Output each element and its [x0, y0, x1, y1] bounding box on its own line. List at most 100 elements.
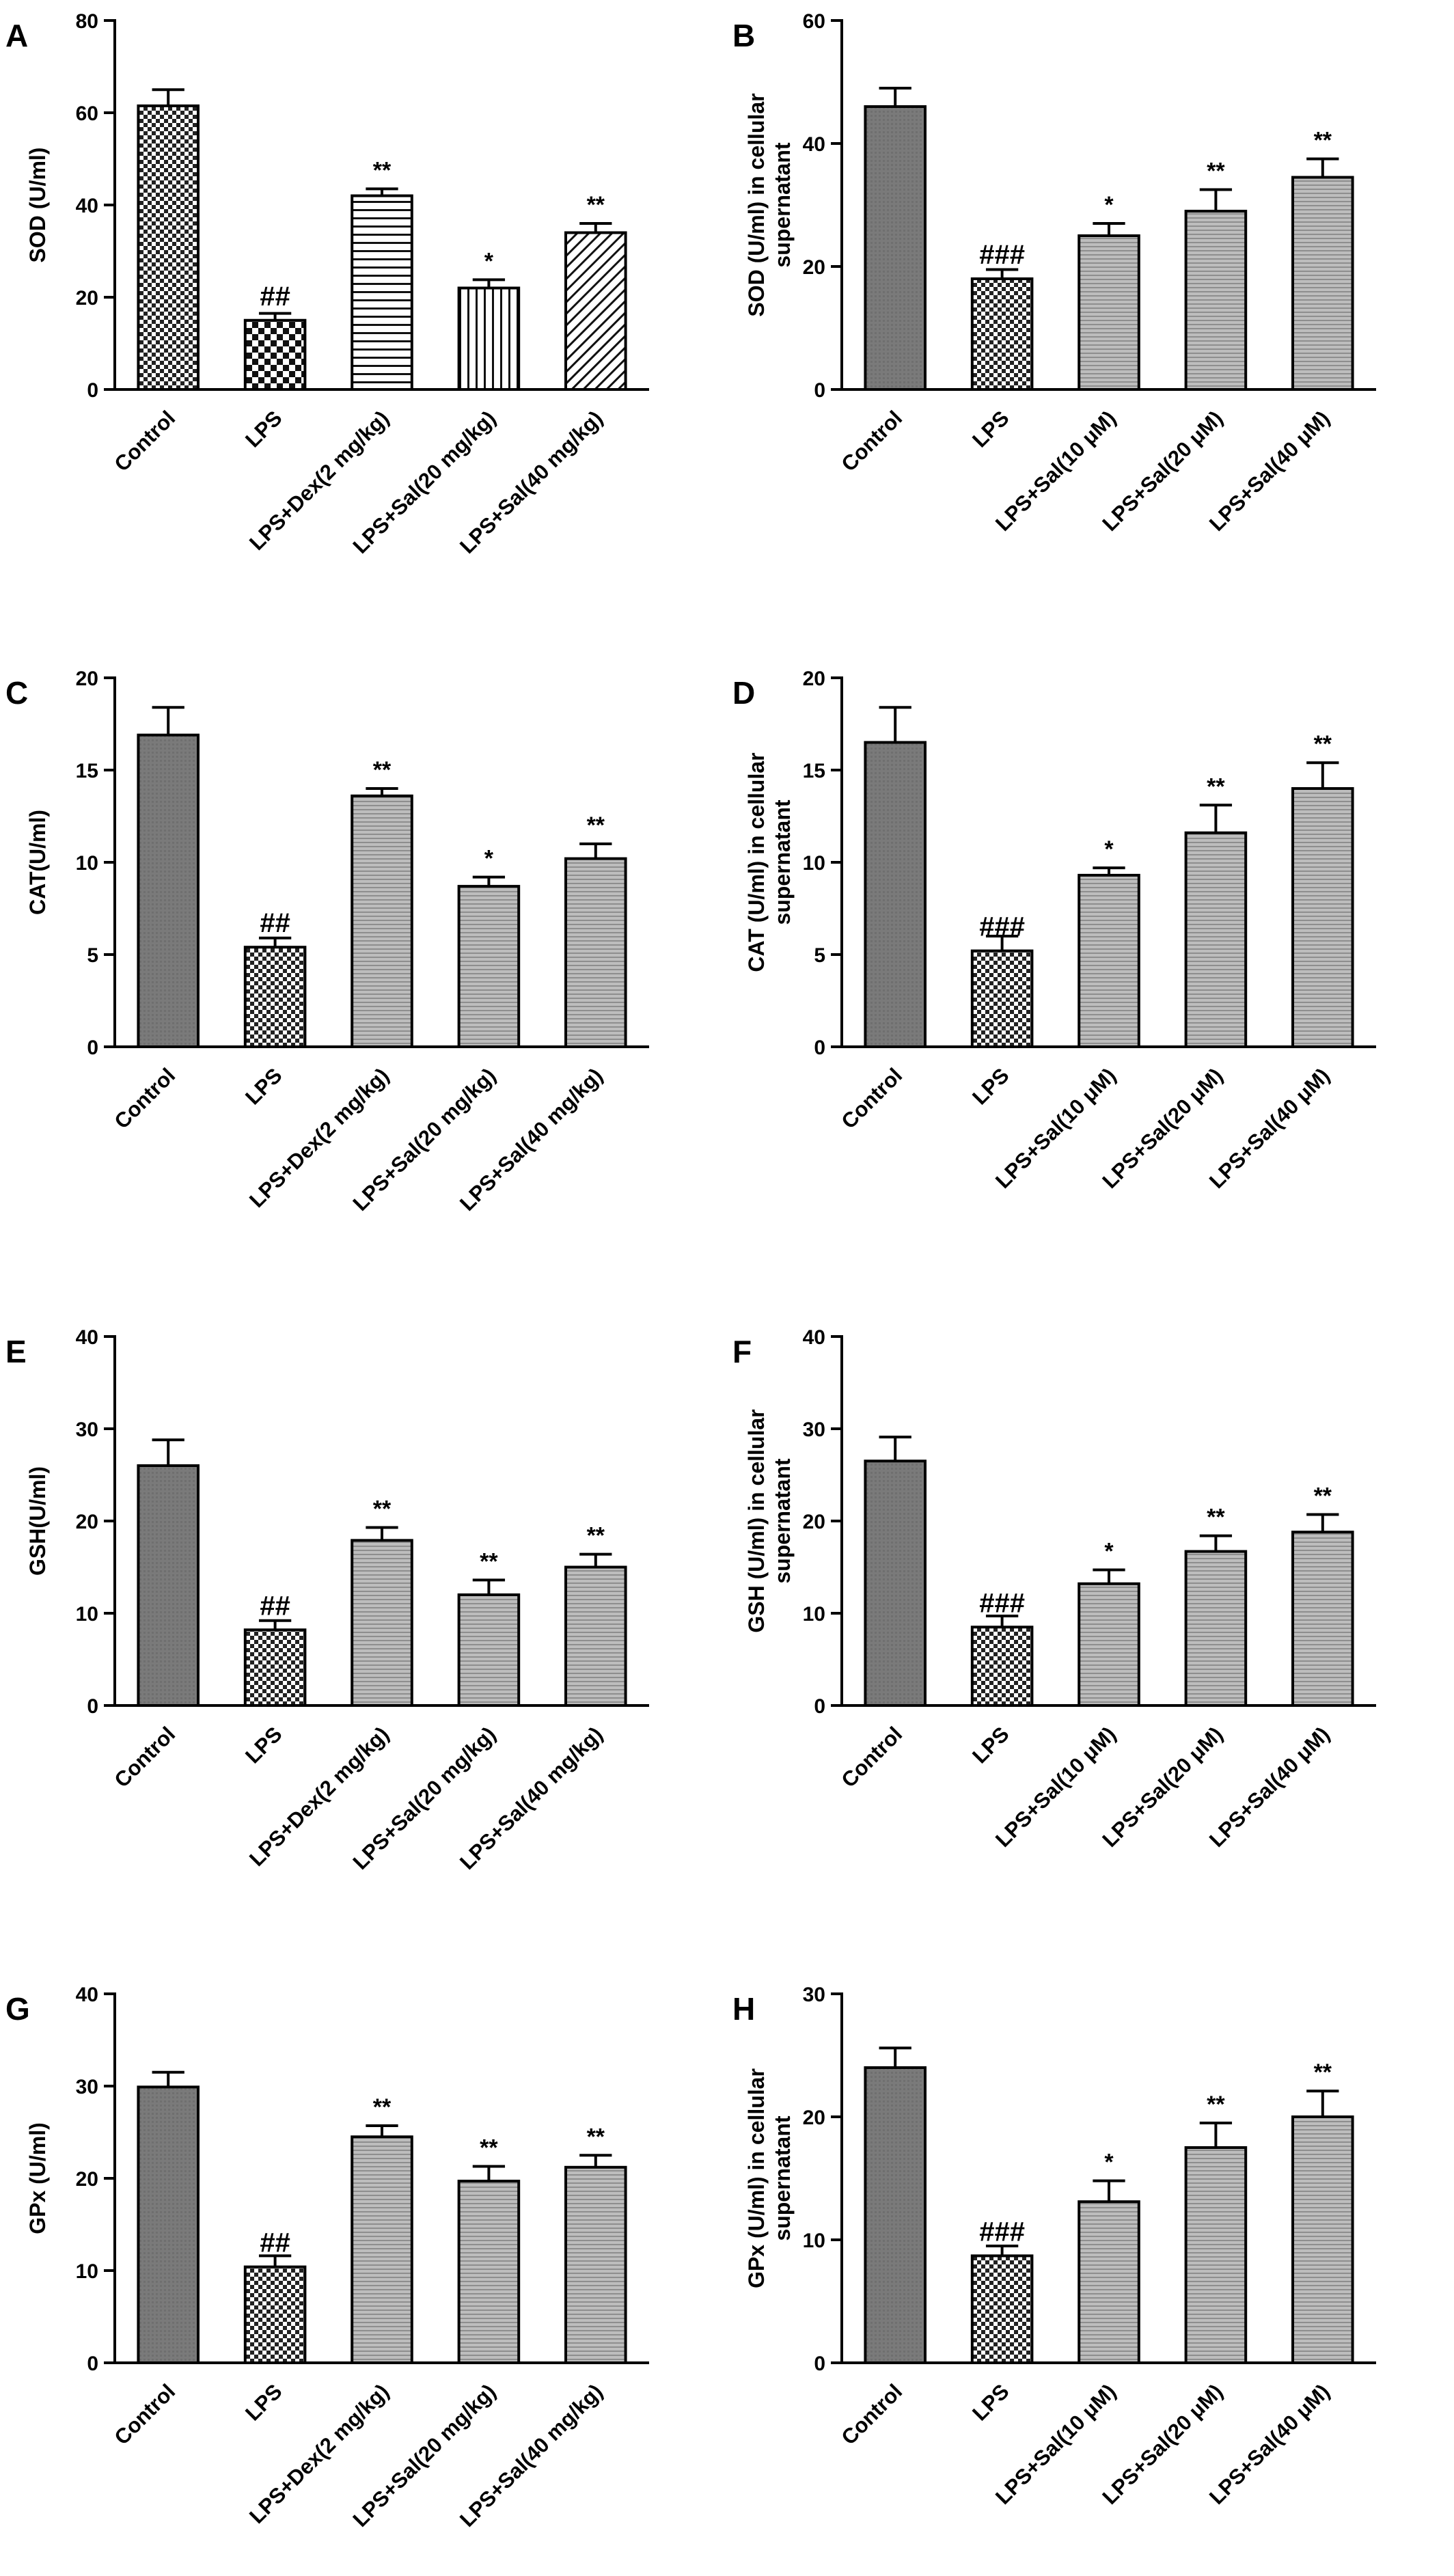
- panel-letter: F: [732, 1334, 752, 1369]
- y-tick-label: 0: [87, 1037, 98, 1059]
- panel-letter: G: [5, 1991, 30, 2027]
- significance-label: **: [1314, 731, 1332, 757]
- y-axis-label: GPx (U/ml) in cellular: [744, 2068, 769, 2288]
- y-tick-label: 20: [76, 287, 98, 310]
- significance-label: *: [484, 846, 494, 872]
- bar-4: [1184, 1550, 1248, 1707]
- bar-2: [243, 1628, 307, 1707]
- y-axis-label: SOD (U/ml) in cellular: [744, 93, 769, 316]
- significance-label: ###: [979, 1588, 1025, 1618]
- bar-4: [457, 1593, 521, 1707]
- significance-label: *: [1104, 2150, 1114, 2176]
- bar-5: [1291, 787, 1354, 1048]
- significance-label: **: [480, 1548, 498, 1574]
- y-tick-label: 30: [803, 1419, 825, 1441]
- y-tick-label: 30: [76, 2076, 98, 2098]
- y-tick-label: 40: [803, 1326, 825, 1349]
- significance-label: ##: [260, 2228, 290, 2258]
- significance-label: **: [1314, 2059, 1332, 2085]
- bar-1: [137, 2085, 200, 2364]
- bar-2: [243, 2265, 307, 2364]
- category-label: Control: [836, 1063, 907, 1134]
- y-tick-label: 40: [803, 133, 825, 156]
- chart-panel-f: F 0 10 20 30 40 GSH (U/ml) in cellular supernat…: [732, 1326, 1376, 1852]
- y-tick-label: 0: [814, 1037, 825, 1059]
- category-label: LPS: [241, 1722, 286, 1768]
- bar-1: [864, 741, 927, 1048]
- y-tick-label: 10: [76, 852, 98, 875]
- bar-3: [351, 1539, 413, 1707]
- y-tick-label: 80: [76, 10, 98, 33]
- category-label: Control: [836, 2379, 907, 2450]
- significance-label: **: [373, 157, 392, 183]
- y-axis-label: supernatant: [770, 2115, 795, 2241]
- y-axis-label: GSH(U/ml): [25, 1466, 50, 1576]
- y-tick-label: 20: [803, 256, 825, 279]
- bar-1: [137, 1464, 200, 1707]
- significance-label: **: [587, 1523, 605, 1549]
- panel-letter: E: [5, 1334, 27, 1369]
- y-axis-label: CAT(U/ml): [25, 810, 50, 915]
- y-tick-label: 40: [76, 195, 98, 217]
- category-label: LPS: [241, 1063, 286, 1109]
- y-tick-label: 10: [803, 2230, 825, 2252]
- chart-panel-c: C05101520CAT(U/ml)Control##LPS**LPS+Dex(…: [5, 668, 649, 1216]
- bar-3: [351, 2135, 413, 2364]
- significance-label: **: [587, 812, 605, 838]
- bar-3: [1078, 2200, 1140, 2365]
- y-tick-label: 15: [76, 760, 98, 782]
- y-tick-label: 30: [76, 1419, 98, 1441]
- chart-panel-d: D 0 5 10 15 20 CAT (U/ml) in cellular supernata…: [732, 668, 1376, 1193]
- bar-5: [564, 1565, 627, 1707]
- significance-label: *: [484, 248, 494, 274]
- bar-4: [457, 885, 521, 1048]
- bar-5: [1291, 1531, 1354, 1708]
- bar-1: [864, 1460, 927, 1707]
- significance-label: **: [1207, 773, 1225, 799]
- significance-label: **: [587, 192, 605, 218]
- y-tick-label: 10: [803, 1603, 825, 1626]
- bar-4: [457, 286, 521, 391]
- category-label: Control: [109, 1063, 180, 1134]
- bar-1: [137, 104, 200, 391]
- category-label: Control: [836, 406, 907, 476]
- y-tick-label: 5: [814, 944, 825, 967]
- significance-label: **: [373, 757, 392, 783]
- category-label: LPS: [241, 2379, 286, 2425]
- bar-4: [1184, 210, 1248, 391]
- y-axis-label: supernatant: [770, 799, 795, 924]
- significance-label: *: [1104, 192, 1114, 218]
- chart-panel-b: B 0 20 40 60 SOD (U/ml) in cellular supernatan…: [732, 10, 1376, 536]
- bar-2: [970, 2254, 1034, 2364]
- y-tick-label: 10: [76, 2260, 98, 2283]
- bar-3: [351, 794, 413, 1049]
- bar-2: [970, 277, 1034, 391]
- category-label: Control: [109, 1722, 180, 1792]
- y-tick-label: 20: [76, 668, 98, 690]
- bar-5: [1291, 2115, 1354, 2364]
- chart-panel-h: H 0 10 20 30 GPx (U/ml) in cellular supernatan…: [732, 1984, 1376, 2509]
- bar-3: [1078, 1582, 1140, 1707]
- significance-label: **: [480, 2135, 498, 2161]
- y-tick-label: 0: [87, 1695, 98, 1718]
- significance-label: **: [587, 2124, 605, 2150]
- bar-5: [564, 2165, 627, 2365]
- y-tick-label: 5: [87, 944, 98, 967]
- significance-label: ##: [260, 282, 290, 312]
- y-tick-label: 10: [76, 1603, 98, 1626]
- y-tick-label: 20: [803, 1511, 825, 1533]
- bar-5: [1291, 176, 1354, 391]
- y-tick-label: 20: [803, 668, 825, 690]
- y-tick-label: 0: [814, 1695, 825, 1718]
- y-tick-label: 60: [76, 102, 98, 125]
- significance-label: ###: [979, 240, 1025, 270]
- panel-letter: A: [5, 18, 28, 53]
- y-tick-label: 0: [87, 379, 98, 402]
- bar-2: [243, 946, 307, 1049]
- category-label: LPS: [968, 1063, 1013, 1109]
- bar-3: [1078, 873, 1140, 1048]
- y-tick-label: 20: [803, 2107, 825, 2129]
- y-tick-label: 0: [87, 2353, 98, 2375]
